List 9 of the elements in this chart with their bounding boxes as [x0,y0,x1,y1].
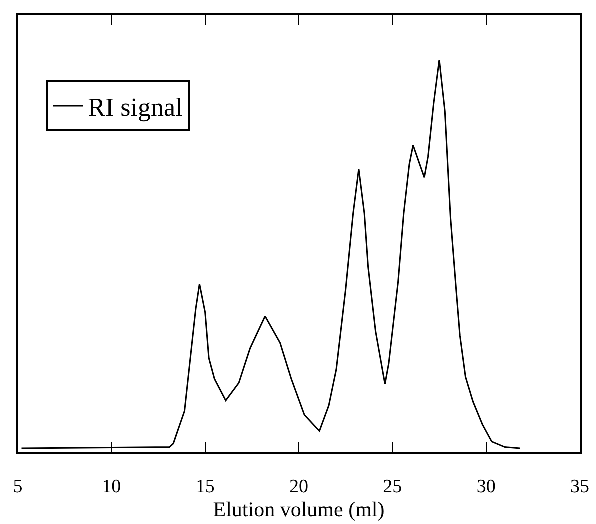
x-tick-label: 35 [570,476,590,498]
x-tick-label: 20 [290,476,308,498]
x-tick-label: 10 [102,476,122,498]
legend-label: RI signal [88,93,183,122]
x-tick-label: 25 [383,476,402,498]
x-axis-title: Elution volume (ml) [213,498,385,522]
x-tick-label: 15 [196,476,215,498]
x-tick-label: 30 [476,476,496,498]
x-tick-label: 5 [13,476,23,498]
